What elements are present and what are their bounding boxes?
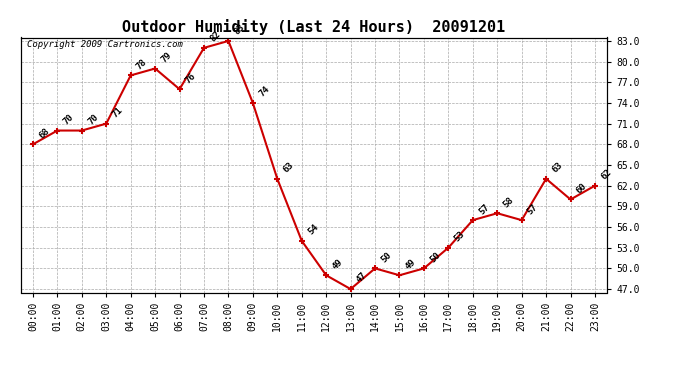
Text: Copyright 2009 Cartronics.com: Copyright 2009 Cartronics.com	[26, 40, 182, 49]
Text: 50: 50	[428, 250, 442, 264]
Text: 57: 57	[526, 202, 540, 216]
Text: 49: 49	[404, 257, 417, 271]
Text: 58: 58	[502, 195, 515, 209]
Text: 74: 74	[257, 85, 271, 99]
Text: 70: 70	[61, 112, 75, 126]
Text: 83: 83	[233, 23, 246, 37]
Text: 70: 70	[86, 112, 100, 126]
Text: 68: 68	[37, 126, 51, 140]
Text: 49: 49	[331, 257, 344, 271]
Text: 78: 78	[135, 57, 149, 71]
Text: 79: 79	[159, 50, 173, 64]
Text: 54: 54	[306, 223, 320, 237]
Text: 63: 63	[550, 160, 564, 175]
Title: Outdoor Humidity (Last 24 Hours)  20091201: Outdoor Humidity (Last 24 Hours) 2009120…	[122, 19, 506, 35]
Text: 57: 57	[477, 202, 491, 216]
Text: 60: 60	[575, 182, 589, 195]
Text: 53: 53	[453, 230, 466, 243]
Text: 47: 47	[355, 271, 368, 285]
Text: 76: 76	[184, 71, 197, 85]
Text: 82: 82	[208, 30, 222, 44]
Text: 50: 50	[380, 250, 393, 264]
Text: 63: 63	[282, 160, 295, 175]
Text: 71: 71	[110, 105, 124, 120]
Text: 62: 62	[599, 168, 613, 182]
